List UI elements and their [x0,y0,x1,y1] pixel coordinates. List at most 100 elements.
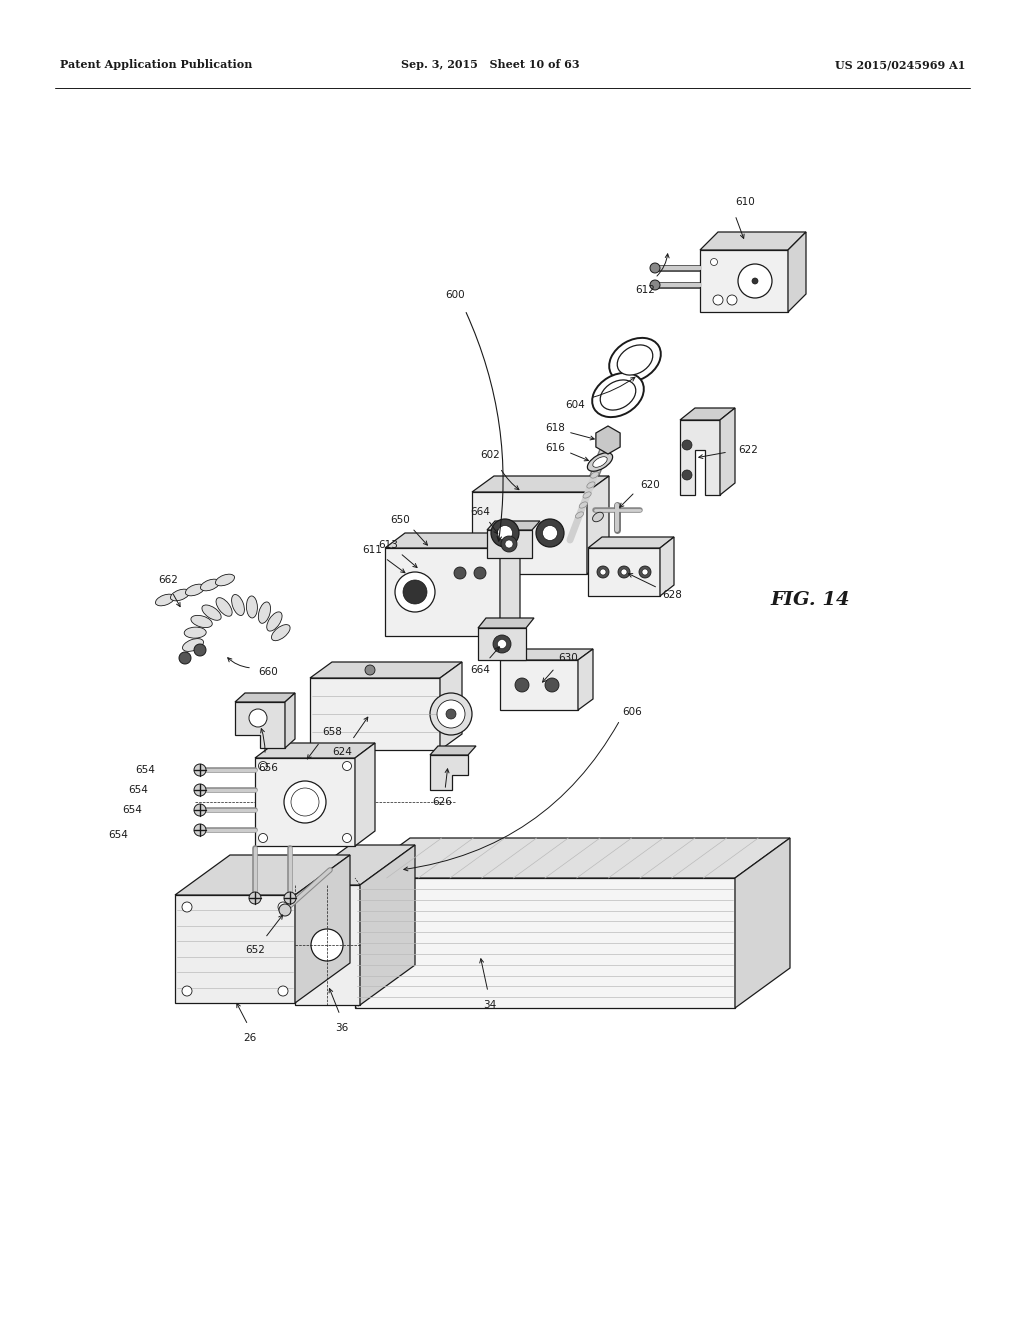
Polygon shape [680,420,720,495]
Ellipse shape [194,644,206,656]
Ellipse shape [474,568,486,579]
Text: FIG. 14: FIG. 14 [770,591,850,609]
Ellipse shape [201,579,219,591]
Ellipse shape [182,639,204,651]
Ellipse shape [498,525,512,540]
Text: 610: 610 [735,197,755,207]
Ellipse shape [249,892,261,904]
Text: 600: 600 [445,290,465,300]
Polygon shape [430,755,468,789]
Polygon shape [788,232,806,312]
Ellipse shape [650,263,660,273]
Ellipse shape [597,566,609,578]
Ellipse shape [194,784,206,796]
Polygon shape [578,649,593,710]
Text: 664: 664 [470,665,489,675]
Ellipse shape [642,569,648,576]
Text: 613: 613 [378,540,398,550]
Text: Patent Application Publication: Patent Application Publication [60,59,252,70]
Polygon shape [700,232,806,249]
Ellipse shape [454,568,466,579]
Polygon shape [500,660,578,710]
Ellipse shape [342,833,351,842]
Text: 26: 26 [244,1034,257,1043]
Ellipse shape [490,519,519,546]
Ellipse shape [446,709,456,719]
Ellipse shape [505,540,513,548]
Ellipse shape [216,598,232,616]
Ellipse shape [278,986,288,997]
Ellipse shape [170,589,189,601]
Ellipse shape [182,986,193,997]
Text: 34: 34 [483,1001,497,1010]
Text: Sep. 3, 2015   Sheet 10 of 63: Sep. 3, 2015 Sheet 10 of 63 [400,59,580,70]
Polygon shape [355,743,375,846]
Ellipse shape [682,470,692,480]
Ellipse shape [179,652,191,664]
Ellipse shape [395,572,435,612]
Text: 602: 602 [480,450,500,459]
Ellipse shape [536,519,564,546]
Text: 664: 664 [470,507,489,517]
Text: 606: 606 [623,708,642,717]
Ellipse shape [650,280,660,290]
Ellipse shape [258,762,267,771]
Text: 622: 622 [738,445,758,455]
Polygon shape [295,855,350,1003]
Text: 654: 654 [122,805,142,814]
Polygon shape [478,618,534,628]
Polygon shape [234,702,285,748]
Ellipse shape [592,372,644,417]
Ellipse shape [600,380,636,411]
Polygon shape [596,426,621,454]
Polygon shape [255,758,355,846]
Polygon shape [295,845,415,884]
Text: 616: 616 [545,444,565,453]
Ellipse shape [621,569,627,576]
Ellipse shape [639,566,651,578]
Ellipse shape [279,904,291,916]
Polygon shape [500,533,520,636]
Text: 656: 656 [258,763,278,774]
Ellipse shape [271,624,290,640]
Ellipse shape [342,762,351,771]
Ellipse shape [258,833,267,842]
Ellipse shape [609,338,660,381]
Ellipse shape [194,764,206,776]
Ellipse shape [284,781,326,822]
Ellipse shape [184,627,206,638]
Ellipse shape [752,279,758,284]
Text: 604: 604 [565,400,585,411]
Ellipse shape [278,902,288,912]
Polygon shape [587,477,609,574]
Ellipse shape [185,585,205,595]
Ellipse shape [515,678,529,692]
Text: 620: 620 [640,480,659,490]
Polygon shape [735,838,790,1008]
Ellipse shape [190,615,212,627]
Ellipse shape [711,259,718,265]
Polygon shape [588,537,674,548]
Ellipse shape [202,605,221,620]
Polygon shape [295,884,360,1005]
Ellipse shape [588,453,612,471]
Text: 36: 36 [336,1023,348,1034]
Polygon shape [487,531,532,558]
Text: 626: 626 [432,797,452,807]
Polygon shape [355,838,790,878]
Ellipse shape [365,665,375,675]
Text: 654: 654 [135,766,155,775]
Text: 654: 654 [128,785,148,795]
Text: 624: 624 [332,747,352,756]
Ellipse shape [498,639,507,648]
Polygon shape [588,548,660,597]
Ellipse shape [194,804,206,816]
Text: 662: 662 [158,576,178,585]
Polygon shape [700,249,788,312]
Polygon shape [487,521,540,531]
Ellipse shape [738,264,772,298]
Ellipse shape [182,902,193,912]
Text: 658: 658 [323,727,342,737]
Polygon shape [720,408,735,495]
Ellipse shape [501,536,517,552]
